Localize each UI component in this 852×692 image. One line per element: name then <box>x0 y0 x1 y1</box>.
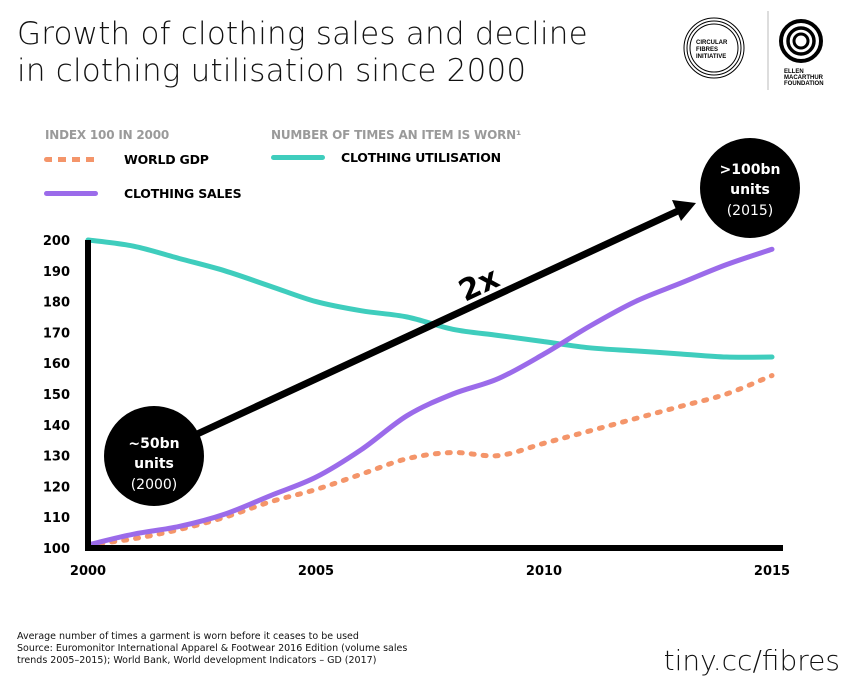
x-tick-label: 2010 <box>526 564 562 579</box>
growth-arrow-line <box>178 206 682 446</box>
footnote-line-1: Average number of times a garment is wor… <box>17 631 359 642</box>
cfi-logo-text-1: CIRCULAR <box>696 40 728 46</box>
y-tick-label: 160 <box>43 357 70 372</box>
end-bubble-unit: units <box>730 182 770 198</box>
series-line-clothing-sales <box>85 246 775 548</box>
emf-logo-text-1: ELLEN <box>784 69 804 75</box>
end-bubble-year: (2015) <box>727 203 774 219</box>
legend-swatch-clothing-sales <box>44 191 98 196</box>
legend-swatch-world-gdp <box>44 157 98 162</box>
chart-title-line-2: in clothing utilisation since 2000 <box>17 53 527 89</box>
y-tick-label: 180 <box>43 296 70 311</box>
series-line-clothing-utilisation <box>85 237 775 360</box>
y-tick-label: 100 <box>43 542 70 557</box>
footnote-line-2: Source: Euromonitor International Appare… <box>17 643 408 654</box>
x-tick-label: 2005 <box>298 564 334 579</box>
footnote: Average number of times a garment is wor… <box>17 631 407 667</box>
chart-title-line-1: Growth of clothing sales and decline <box>17 16 588 52</box>
legend-swatch-clothing-utilisation <box>271 155 325 160</box>
legend-label-clothing-utilisation: CLOTHING UTILISATION <box>341 150 501 165</box>
y-tick-label: 130 <box>43 450 70 465</box>
source-url[interactable]: tiny.cc/fibres <box>663 644 840 677</box>
y-tick-label: 170 <box>43 326 70 341</box>
end-bubble-circle <box>700 138 800 238</box>
end-bubble-value: >100bn <box>720 162 781 178</box>
legend-group-worn-label: NUMBER OF TIMES AN ITEM IS WORN¹ <box>271 128 522 142</box>
start-bubble-value: ~50bn <box>128 436 179 452</box>
legend-group-index-label: INDEX 100 IN 2000 <box>45 128 170 142</box>
start-bubble-circle <box>104 406 204 506</box>
y-tick-label: 150 <box>43 388 70 403</box>
x-tick-label: 2000 <box>70 564 106 579</box>
emf-logo-text-3: FOUNDATION <box>784 81 824 87</box>
y-tick-label: 190 <box>43 265 70 280</box>
series-line-world-gdp <box>85 373 775 548</box>
legend-item-clothing-sales: CLOTHING SALES <box>44 186 242 201</box>
start-bubble-year: (2000) <box>131 477 178 493</box>
y-tick-label: 120 <box>43 480 70 495</box>
end-bubble: >100bn units (2015) <box>700 138 800 238</box>
legend-label-clothing-sales: CLOTHING SALES <box>124 186 242 201</box>
y-tick-label: 200 <box>43 234 70 249</box>
growth-arrow-label: 2x <box>454 261 505 310</box>
cfi-logo-text-2: FIBRES <box>696 47 718 53</box>
y-tick-label: 110 <box>43 511 70 526</box>
growth-arrow <box>178 200 696 446</box>
footnote-line-3: trends 2005–2015); World Bank, World dev… <box>17 655 377 666</box>
legend-item-world-gdp: WORLD GDP <box>44 152 209 167</box>
cfi-logo-text-3: INITIATIVE <box>696 54 726 60</box>
logos: CIRCULAR FIBRES INITIATIVE ELLEN MACARTH… <box>683 11 824 90</box>
circular-fibres-initiative-logo: CIRCULAR FIBRES INITIATIVE <box>683 17 745 79</box>
growth-arrow-head <box>672 200 696 221</box>
start-bubble: ~50bn units (2000) <box>104 406 204 506</box>
legend-item-clothing-utilisation: CLOTHING UTILISATION <box>271 150 501 165</box>
chart-title: Growth of clothing sales and decline in … <box>17 16 588 90</box>
y-tick-label: 140 <box>43 419 70 434</box>
ellen-macarthur-foundation-logo: ELLEN MACARTHUR FOUNDATION <box>779 19 824 87</box>
x-tick-label: 2015 <box>754 564 790 579</box>
emf-logo-text-2: MACARTHUR <box>784 75 824 81</box>
legend-label-world-gdp: WORLD GDP <box>124 152 209 167</box>
start-bubble-unit: units <box>134 456 174 472</box>
